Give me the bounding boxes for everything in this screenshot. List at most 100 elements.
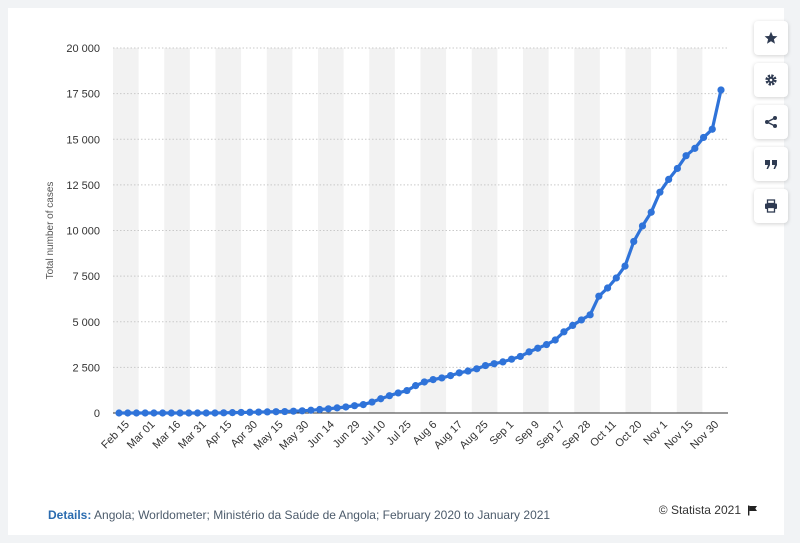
data-point xyxy=(612,274,620,282)
data-point xyxy=(124,409,132,417)
share-icon xyxy=(765,116,777,128)
data-point xyxy=(254,408,263,416)
data-point xyxy=(342,403,350,411)
data-point xyxy=(202,409,210,417)
data-point xyxy=(656,188,664,196)
data-point xyxy=(333,404,341,412)
y-tick-label: 15 000 xyxy=(66,134,100,146)
data-point xyxy=(385,392,394,400)
data-point xyxy=(394,389,402,397)
data-point xyxy=(272,408,280,416)
print-icon xyxy=(765,199,777,213)
data-point xyxy=(473,365,481,373)
data-point xyxy=(699,133,708,142)
data-point xyxy=(673,164,681,173)
data-point xyxy=(307,406,315,414)
data-point xyxy=(237,408,245,417)
data-point xyxy=(193,409,202,417)
data-point xyxy=(220,409,228,417)
share-button[interactable] xyxy=(754,105,788,139)
data-point xyxy=(595,292,603,300)
x-tick-label: Mar 31 xyxy=(176,419,209,452)
data-point xyxy=(630,237,638,246)
x-tick-label: Apr 15 xyxy=(203,419,234,450)
data-point xyxy=(525,348,533,356)
y-tick-label: 17 500 xyxy=(66,89,100,101)
data-point xyxy=(263,408,271,416)
y-tick-label: 2 500 xyxy=(72,362,100,374)
details-label: Details: xyxy=(48,508,92,522)
settings-button[interactable] xyxy=(754,63,788,97)
y-tick-label: 7 500 xyxy=(72,271,100,283)
data-point xyxy=(481,361,490,370)
data-point xyxy=(298,407,306,415)
data-point xyxy=(682,152,690,160)
y-tick-label: 12 500 xyxy=(66,180,100,192)
data-point xyxy=(167,409,175,417)
data-point xyxy=(281,407,289,416)
data-point xyxy=(289,407,298,415)
data-point xyxy=(185,409,193,417)
flag-icon xyxy=(748,505,757,515)
data-point xyxy=(665,175,673,183)
x-tick-label: Sep 1 xyxy=(487,419,516,448)
quote-icon xyxy=(765,160,777,169)
print-button[interactable] xyxy=(754,189,788,223)
data-point xyxy=(647,208,655,216)
details-value: Angola; Worldometer; Ministério da Saúde… xyxy=(91,508,551,522)
data-point xyxy=(159,409,167,417)
data-point xyxy=(708,125,716,133)
data-point xyxy=(132,409,141,417)
y-tick-label: 0 xyxy=(94,408,100,420)
x-tick-label: Nov 30 xyxy=(688,419,721,452)
favorite-button[interactable] xyxy=(754,21,788,55)
data-point xyxy=(211,409,219,417)
x-tick-label: Jun 29 xyxy=(331,419,363,451)
data-point xyxy=(586,311,594,319)
data-point xyxy=(717,86,725,94)
data-point xyxy=(412,382,420,390)
chart-card: 0 2 500 5 000 7 500 10 000 12 500 15 000 17 500… xyxy=(8,8,788,535)
statista-credit[interactable]: © Statista 2021 xyxy=(659,503,758,517)
data-point xyxy=(420,378,428,386)
star-icon xyxy=(764,31,778,44)
cite-button[interactable] xyxy=(754,147,788,181)
data-point xyxy=(499,358,507,366)
credit-text: © Statista 2021 xyxy=(658,503,741,517)
data-point xyxy=(377,395,385,403)
data-point xyxy=(569,321,577,329)
data-point xyxy=(324,405,332,413)
data-point xyxy=(429,376,437,384)
data-point xyxy=(464,367,472,375)
x-tick-label: Oct 11 xyxy=(588,419,619,450)
y-axis-title: Total number of cases xyxy=(45,182,56,280)
data-point xyxy=(516,352,524,361)
y-tick-label: 10 000 xyxy=(66,226,100,238)
data-point xyxy=(403,386,411,395)
data-point xyxy=(115,409,123,417)
data-point xyxy=(490,360,498,368)
data-point xyxy=(228,409,237,417)
data-point xyxy=(508,355,516,363)
data-point xyxy=(577,316,586,324)
x-tick-label: Jul 25 xyxy=(385,419,414,448)
data-point xyxy=(691,144,699,152)
data-point xyxy=(603,284,612,292)
data-point xyxy=(368,398,376,406)
data-point xyxy=(621,262,629,270)
data-point xyxy=(438,374,446,382)
data-point xyxy=(551,336,559,344)
gear-icon xyxy=(765,74,777,86)
y-tick-label: 5 000 xyxy=(72,317,100,329)
data-point xyxy=(350,402,359,410)
data-point xyxy=(446,371,455,380)
data-point xyxy=(316,405,324,414)
x-tick-label: Oct 20 xyxy=(613,419,644,450)
x-tick-label: Mar 01 xyxy=(125,419,158,452)
x-tick-label: Sep 28 xyxy=(560,419,593,452)
data-point xyxy=(542,340,551,349)
x-tick-label: Aug 25 xyxy=(458,419,491,452)
data-point xyxy=(534,344,542,352)
x-tick-label: May 30 xyxy=(277,419,311,453)
data-point xyxy=(176,409,184,417)
